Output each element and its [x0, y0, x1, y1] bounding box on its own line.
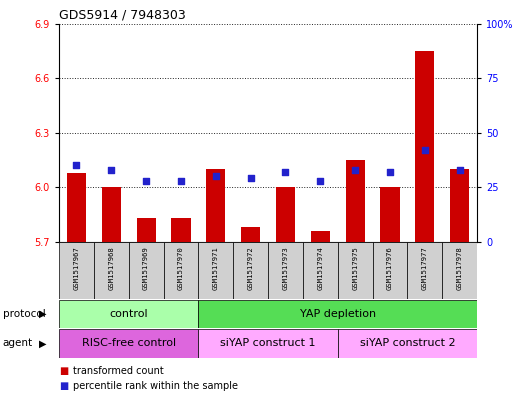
Point — [247, 175, 255, 182]
Bar — [94, 242, 129, 299]
Bar — [442, 242, 477, 299]
Text: ■: ■ — [59, 381, 68, 391]
Text: siYAP construct 2: siYAP construct 2 — [360, 338, 455, 349]
Text: GSM1517969: GSM1517969 — [143, 246, 149, 290]
Text: protocol: protocol — [3, 309, 45, 319]
Text: control: control — [109, 309, 148, 319]
Bar — [129, 242, 164, 299]
Bar — [136, 218, 155, 242]
Text: ■: ■ — [59, 366, 68, 376]
Bar — [171, 218, 190, 242]
Bar — [59, 242, 94, 299]
Bar — [346, 160, 365, 242]
Text: GSM1517973: GSM1517973 — [283, 246, 288, 290]
Point — [281, 169, 289, 175]
Bar — [450, 169, 469, 242]
Bar — [241, 227, 260, 242]
Bar — [338, 329, 477, 358]
Text: transformed count: transformed count — [73, 366, 164, 376]
Bar — [59, 300, 199, 328]
Text: ▶: ▶ — [39, 309, 46, 319]
Bar — [311, 231, 330, 242]
Bar — [276, 187, 295, 242]
Text: ▶: ▶ — [39, 338, 46, 349]
Text: GSM1517971: GSM1517971 — [213, 246, 219, 290]
Bar — [199, 300, 477, 328]
Text: GSM1517968: GSM1517968 — [108, 246, 114, 290]
Bar — [233, 242, 268, 299]
Text: GSM1517970: GSM1517970 — [178, 246, 184, 290]
Bar — [372, 242, 407, 299]
Bar — [303, 242, 338, 299]
Bar — [164, 242, 199, 299]
Text: GDS5914 / 7948303: GDS5914 / 7948303 — [59, 8, 186, 21]
Point — [351, 167, 359, 173]
Bar — [199, 242, 233, 299]
Bar — [381, 187, 400, 242]
Text: agent: agent — [3, 338, 33, 349]
Text: YAP depletion: YAP depletion — [300, 309, 376, 319]
Point — [456, 167, 464, 173]
Text: siYAP construct 1: siYAP construct 1 — [220, 338, 316, 349]
Text: GSM1517974: GSM1517974 — [318, 246, 323, 290]
Bar — [268, 242, 303, 299]
Text: GSM1517972: GSM1517972 — [248, 246, 253, 290]
Bar — [59, 329, 199, 358]
Point — [316, 178, 324, 184]
Bar — [415, 51, 435, 242]
Bar — [199, 329, 338, 358]
Point — [386, 169, 394, 175]
Text: GSM1517978: GSM1517978 — [457, 246, 463, 290]
Text: percentile rank within the sample: percentile rank within the sample — [73, 381, 239, 391]
Text: GSM1517975: GSM1517975 — [352, 246, 358, 290]
Point — [72, 162, 81, 169]
Point — [177, 178, 185, 184]
Point — [212, 173, 220, 179]
Text: RISC-free control: RISC-free control — [82, 338, 176, 349]
Text: GSM1517976: GSM1517976 — [387, 246, 393, 290]
Text: GSM1517967: GSM1517967 — [73, 246, 80, 290]
Bar — [338, 242, 372, 299]
Text: GSM1517977: GSM1517977 — [422, 246, 428, 290]
Bar — [102, 187, 121, 242]
Point — [107, 167, 115, 173]
Bar — [206, 169, 225, 242]
Bar — [67, 173, 86, 242]
Bar — [407, 242, 442, 299]
Point — [142, 178, 150, 184]
Point — [421, 147, 429, 153]
